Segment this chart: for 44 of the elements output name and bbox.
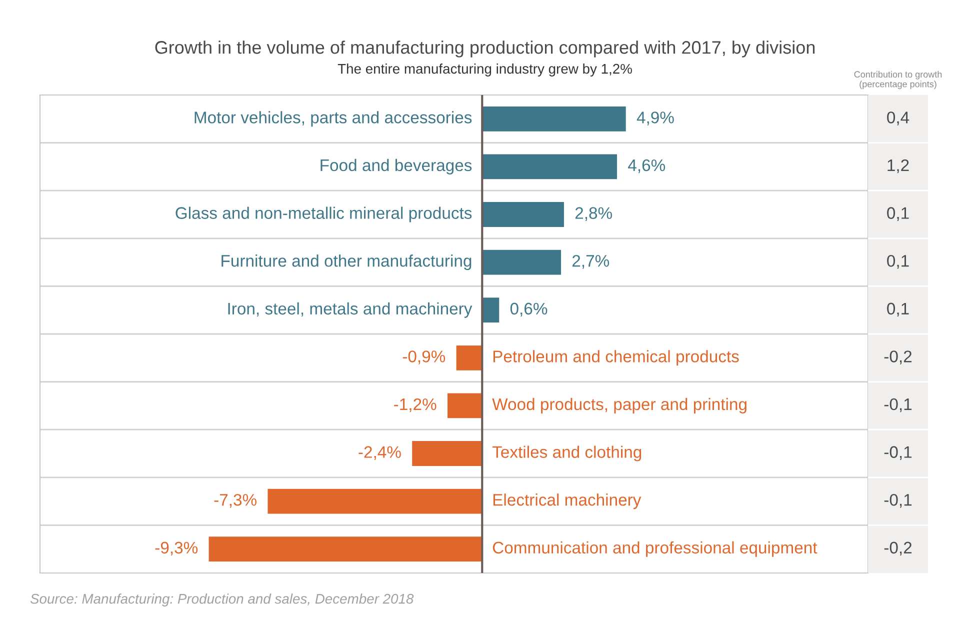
text: -0,1 [884,446,912,460]
text: -0,1 [884,398,912,412]
data-label: -1,2% [394,398,436,412]
y-tick-label: Textiles and clothing [492,446,642,462]
data-label: -0,9% [402,350,446,364]
chart-subtitle: The entire manufacturing industry grew by 1,2% [338,64,632,76]
y-tick-label: Wood products, paper and printing [492,398,746,414]
data-label: 4,9% [636,112,674,126]
bar [481,296,501,324]
data-label: 2,7% [572,254,610,269]
data-label: 4,6% [628,159,666,174]
bar [481,152,618,181]
y-tick-label: Glass and non-metallic mineral products [176,206,472,222]
bar [207,535,483,563]
y-tick-label: Electrical machinery [493,494,642,510]
data-label: 0,6% [510,302,548,317]
text: -0,1 [884,494,912,508]
text: 0,1 [887,302,909,317]
data-label: 2,8% [575,207,612,221]
y-tick-label: Food and beverages [320,158,472,174]
y-tick-label: Petroleum and chemical products [493,350,739,366]
y-tick-label: Furniture and other manufacturing [222,254,472,270]
text: 0,1 [887,207,909,221]
bar [446,392,483,420]
source-note: Source: Manufacturing: Production and sales, December 2018 [30,594,414,606]
bar [481,105,628,133]
text: 1,2 [888,159,909,174]
bar [266,487,483,516]
text: Contribution to growth (percentage points) [854,70,942,90]
bar [410,440,483,468]
bar [481,248,562,276]
text: -0,2 [884,542,912,556]
y-tick-label: Motor vehicles, parts and accessories [194,111,472,127]
text: 0,1 [887,254,909,269]
y-tick-label: Iron, steel, metals and machinery [228,302,472,318]
data-label: -2,4% [358,446,401,460]
data-label: -7,3% [214,494,256,508]
text: -0,2 [884,350,912,364]
bar [481,200,566,228]
chart-title: Growth in the volume of manufacturing production compared with 2017, by division [155,40,815,58]
data-label: -9,3% [155,542,198,556]
y-tick-label: Communication and professional equipment [492,541,818,557]
text: 0,4 [887,112,910,126]
bar [454,344,483,372]
